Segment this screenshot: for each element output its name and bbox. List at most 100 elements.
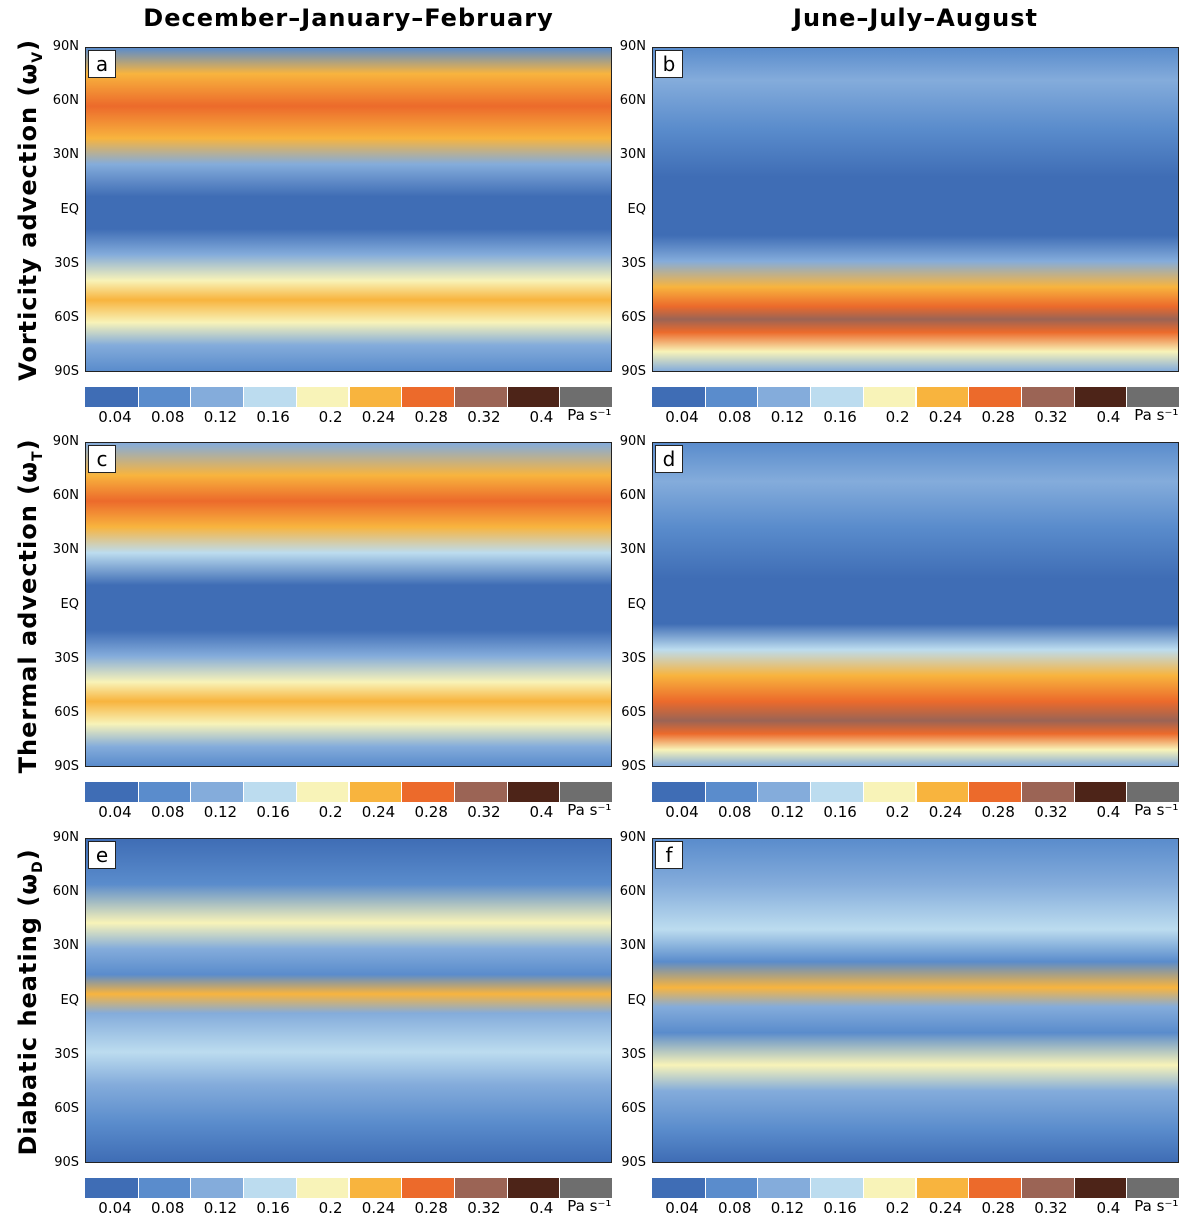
- colorbar-box: [401, 1178, 454, 1198]
- colorbar-label: 0.28: [981, 1199, 1015, 1217]
- colorbar-label: 0.08: [717, 408, 752, 426]
- colorbar-label: 0.12: [203, 408, 238, 426]
- colorbar-box: [862, 782, 916, 802]
- colorbar-label: 0.08: [717, 803, 752, 821]
- panel-letter: e: [88, 841, 116, 869]
- colorbar-label: 0.16: [823, 408, 857, 426]
- colorbar-label: 0.08: [717, 1199, 752, 1217]
- colorbar-tick: [506, 387, 508, 407]
- colorbar-tick: [915, 387, 917, 407]
- lat-label: EQ: [627, 596, 646, 612]
- colorbar-box: [137, 1178, 191, 1198]
- row-label-text: Vorticity advection (ω: [14, 62, 43, 381]
- colorbar-box: [559, 387, 612, 407]
- colorbar-box: [915, 1178, 969, 1198]
- colorbar-label: 0.28: [414, 1199, 448, 1217]
- colorbar-tick: [1020, 782, 1022, 802]
- colorbar-tick: [243, 387, 245, 407]
- lat-label: 90N: [619, 434, 646, 449]
- panel-letter: d: [655, 445, 683, 473]
- colorbar-tick: [810, 1178, 812, 1198]
- lat-label: 90N: [619, 39, 646, 54]
- panel-letter: b: [655, 50, 683, 78]
- lat-label: 90N: [52, 434, 79, 449]
- colorbar-box: [243, 1178, 296, 1198]
- colorbar-label: 0.16: [256, 803, 290, 821]
- lat-label: 60N: [619, 884, 646, 900]
- colorbar-label: 0.4: [1096, 408, 1121, 426]
- lat-label: 90S: [621, 364, 646, 379]
- colorbar-label: 0.32: [467, 408, 501, 426]
- column-title: December–January–February: [143, 4, 554, 32]
- colorbar-unit: Pa s⁻¹: [1134, 406, 1179, 424]
- colorbar-box: [757, 387, 811, 407]
- colorbar-tick: [137, 1178, 139, 1198]
- lat-label: 60N: [52, 884, 79, 900]
- colorbar-box: [1073, 782, 1127, 802]
- colorbar-label: 0.24: [361, 803, 396, 821]
- colorbar-tick: [1126, 1178, 1128, 1198]
- colorbar-label: 0.12: [203, 803, 238, 821]
- colorbar-tick: [559, 782, 561, 802]
- colorbar-tick: [190, 1178, 192, 1198]
- colorbar-box: [85, 782, 138, 802]
- lat-label: 90N: [52, 39, 79, 54]
- colorbar-tick: [757, 387, 759, 407]
- colorbar-label: 0.2: [318, 1199, 343, 1217]
- map: a: [85, 47, 612, 372]
- colorbar-box: [1073, 1178, 1127, 1198]
- colorbar-box: [137, 387, 191, 407]
- colorbar-box: [1073, 387, 1127, 407]
- colorbar-label: 0.16: [823, 1199, 857, 1217]
- lat-label: 90N: [619, 830, 646, 845]
- lat-label: 30S: [54, 255, 79, 271]
- colorbar-tick: [401, 782, 403, 802]
- colorbar-tick: [810, 782, 812, 802]
- colorbar-box: [1020, 387, 1074, 407]
- colorbar-tick: [1073, 387, 1075, 407]
- colorbar-tick: [295, 1178, 297, 1198]
- colorbar-box: [1126, 1178, 1179, 1198]
- colorbar-box: [1126, 782, 1179, 802]
- colorbar-box: [506, 1178, 560, 1198]
- lat-label: 30N: [619, 938, 646, 954]
- colorbar-box: [862, 1178, 916, 1198]
- colorbar-box: [862, 387, 916, 407]
- colorbar-box: [506, 387, 560, 407]
- colorbar-box: [652, 782, 705, 802]
- colorbar-box: [757, 1178, 811, 1198]
- colorbar-box: [453, 782, 507, 802]
- colorbar-label: 0.24: [361, 408, 396, 426]
- lat-label: 90S: [621, 759, 646, 774]
- colorbar-label: 0.4: [529, 1199, 554, 1217]
- colorbar-tick: [704, 1178, 706, 1198]
- colorbar-label: 0.04: [98, 408, 132, 426]
- lat-label: EQ: [60, 596, 79, 612]
- colorbar-box: [348, 387, 402, 407]
- colorbar-tick: [243, 1178, 245, 1198]
- colorbar-tick: [453, 782, 455, 802]
- colorbar-tick: [401, 1178, 403, 1198]
- colorbar-tick: [862, 782, 864, 802]
- colorbar-label: 0.28: [414, 408, 448, 426]
- colorbar-tick: [137, 387, 139, 407]
- colorbar-tick: [348, 782, 350, 802]
- colorbar-label: 0.04: [665, 803, 699, 821]
- colorbar-label: 0.04: [665, 1199, 699, 1217]
- panel-letter: f: [655, 841, 683, 869]
- colorbar-label: 0.12: [770, 1199, 805, 1217]
- colorbar-box: [704, 782, 758, 802]
- colorbar-tick: [1126, 387, 1128, 407]
- colorbar-tick: [968, 387, 970, 407]
- lat-label: EQ: [627, 201, 646, 217]
- colorbar-tick: [453, 387, 455, 407]
- colorbar-label: 0.24: [361, 1199, 396, 1217]
- lat-label: 30S: [621, 1046, 646, 1062]
- lat-label: 90S: [54, 759, 79, 774]
- colorbar-tick: [862, 387, 864, 407]
- colorbar-box: [190, 387, 244, 407]
- lat-label: 30S: [54, 650, 79, 666]
- map: b: [652, 47, 1179, 372]
- colorbar-tick: [348, 1178, 350, 1198]
